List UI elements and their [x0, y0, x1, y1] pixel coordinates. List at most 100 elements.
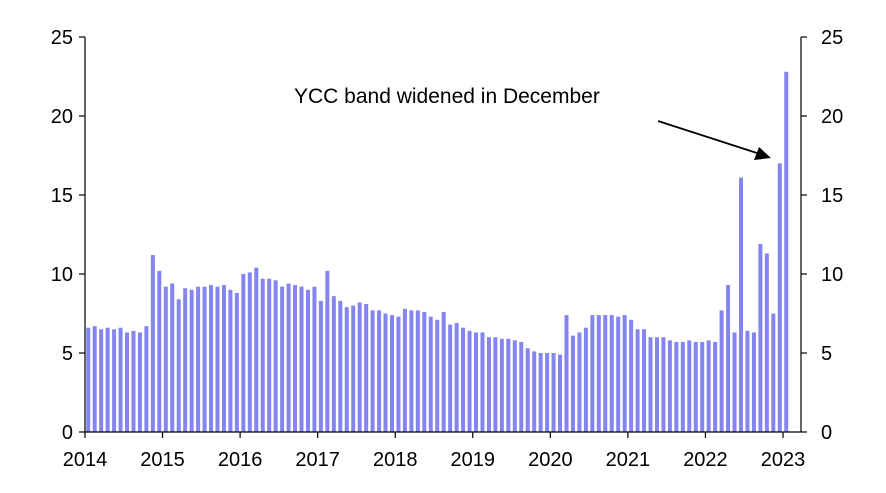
x-tick-label-6: 2020 — [528, 449, 573, 471]
bar-89 — [661, 337, 666, 432]
bar-106 — [771, 313, 776, 432]
bar-82 — [616, 316, 621, 432]
bar-66 — [512, 340, 517, 432]
bar-45 — [377, 310, 382, 432]
bar-18 — [202, 286, 207, 432]
bar-8 — [137, 332, 142, 432]
bar-53 — [428, 316, 433, 432]
bar-46 — [383, 313, 388, 432]
right-y-tick-label-1: 5 — [821, 343, 832, 365]
bar-73 — [558, 354, 563, 432]
left-y-tick-label-4: 20 — [51, 106, 73, 128]
bar-64 — [499, 338, 504, 432]
bar-59 — [467, 330, 472, 432]
bar-32 — [293, 285, 298, 432]
bar-58 — [461, 327, 466, 432]
bar-108 — [784, 71, 789, 432]
right-y-tick-label-3: 15 — [821, 185, 843, 207]
bar-67 — [519, 341, 524, 432]
bar-92 — [680, 341, 685, 432]
bar-10 — [150, 255, 155, 432]
bar-39 — [338, 300, 343, 432]
bar-55 — [441, 311, 446, 432]
bar-97 — [713, 341, 718, 432]
x-tick-label-7: 2021 — [606, 449, 651, 471]
bar-52 — [422, 311, 427, 432]
bar-96 — [706, 340, 711, 432]
bar-31 — [286, 283, 291, 432]
bar-91 — [674, 341, 679, 432]
bar-83 — [622, 315, 627, 432]
right-y-tick-label-4: 20 — [821, 106, 843, 128]
bars-group — [86, 71, 789, 432]
bar-6 — [125, 332, 130, 432]
bar-20 — [215, 286, 220, 432]
left-y-tick-label-0: 0 — [62, 422, 73, 444]
axes-group — [79, 36, 807, 438]
bar-35 — [312, 286, 317, 432]
bar-26 — [254, 267, 259, 432]
x-tick-label-9: 2023 — [761, 449, 806, 471]
x-tick-label-8: 2022 — [683, 449, 728, 471]
bar-68 — [525, 348, 530, 432]
bar-41 — [351, 305, 356, 432]
bar-63 — [493, 337, 498, 432]
bar-56 — [448, 324, 453, 432]
bar-88 — [654, 337, 659, 432]
right-y-tick-label-2: 10 — [821, 264, 843, 286]
bar-14 — [176, 299, 181, 432]
x-tick-label-5: 2019 — [451, 449, 496, 471]
right-y-tick-label-5: 25 — [821, 27, 843, 49]
bar-16 — [189, 289, 194, 432]
bar-51 — [415, 310, 420, 432]
bar-84 — [629, 319, 634, 432]
bar-61 — [480, 332, 485, 432]
bar-3 — [105, 327, 110, 432]
bar-49 — [402, 308, 407, 432]
bar-50 — [409, 310, 414, 432]
bar-47 — [389, 315, 394, 432]
x-tick-label-0: 2014 — [63, 449, 108, 471]
bar-78 — [590, 315, 595, 432]
bar-60 — [474, 332, 479, 432]
bar-81 — [609, 315, 614, 432]
bar-86 — [642, 329, 647, 432]
x-tick-label-4: 2018 — [373, 449, 418, 471]
bar-21 — [221, 285, 226, 432]
bar-101 — [738, 177, 743, 432]
bar-72 — [551, 353, 556, 432]
bar-34 — [305, 289, 310, 432]
bar-36 — [318, 300, 323, 432]
bar-107 — [777, 163, 782, 432]
bar-29 — [273, 280, 278, 432]
bar-93 — [687, 340, 692, 432]
bar-5 — [118, 327, 123, 432]
bar-23 — [234, 292, 239, 432]
bar-76 — [577, 332, 582, 432]
bar-25 — [247, 272, 252, 432]
annotation-text: YCC band widened in December — [294, 85, 600, 108]
bar-9 — [144, 326, 149, 432]
bar-33 — [299, 286, 304, 432]
bar-48 — [396, 316, 401, 432]
bar-42 — [357, 302, 362, 432]
bar-69 — [532, 351, 537, 432]
bar-2 — [99, 329, 104, 432]
x-tick-label-3: 2017 — [295, 449, 340, 471]
bar-37 — [325, 270, 330, 432]
bar-54 — [435, 319, 440, 432]
bar-77 — [583, 327, 588, 432]
bar-40 — [344, 307, 349, 432]
bar-17 — [196, 286, 201, 432]
bar-102 — [745, 330, 750, 432]
bar-44 — [370, 310, 375, 432]
bar-1 — [92, 326, 97, 432]
bar-7 — [131, 330, 136, 432]
bar-65 — [506, 338, 511, 432]
bar-57 — [454, 322, 459, 432]
bar-100 — [732, 332, 737, 432]
bar-80 — [603, 315, 608, 432]
annotation-arrow-head — [754, 147, 771, 160]
